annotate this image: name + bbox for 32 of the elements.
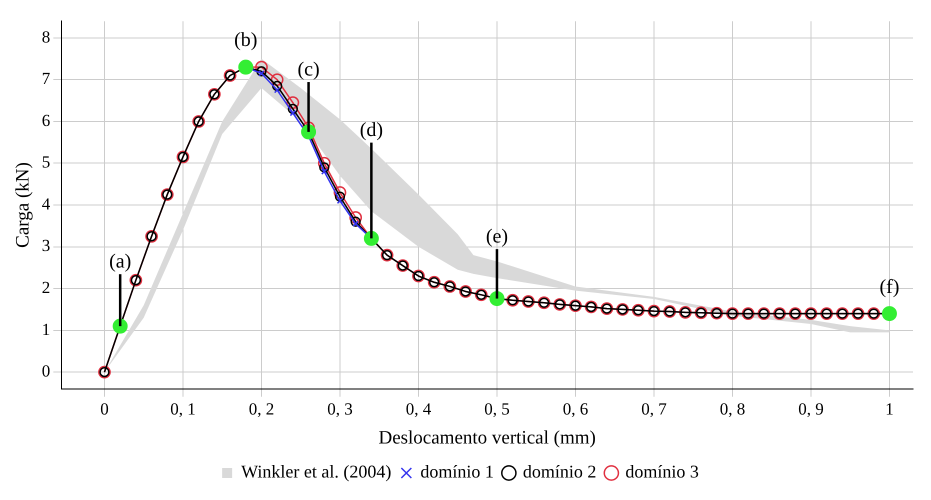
y-tick-label: 2 (42, 278, 50, 298)
x-tick-label: 0 (100, 399, 109, 418)
y-axis-title: Carga (kN) (12, 162, 34, 248)
x-tick-label: 0, 1 (170, 399, 196, 418)
x-tick-label: 0, 2 (248, 399, 274, 418)
x-tick-label: 0, 3 (327, 399, 353, 418)
annotation: (e) (486, 225, 508, 248)
y-tick-label: 0 (42, 362, 50, 381)
annotation: (a) (109, 250, 132, 272)
x-axis-title: Deslocamento vertical (mm) (378, 428, 596, 449)
annotation: (f) (879, 276, 900, 298)
legend-label: domínio 2 (522, 462, 596, 482)
y-tick-label: 1 (42, 320, 50, 339)
x-tick-label: 0, 7 (641, 399, 668, 418)
y-tick-label: 8 (42, 27, 50, 46)
x-tick-label: 1 (885, 399, 894, 418)
y-tick-label: 7 (42, 69, 51, 88)
x-tick-label: 0, 4 (406, 399, 432, 418)
x-tick-label: 0, 6 (562, 399, 588, 418)
legend-label: domínio 1 (420, 462, 494, 482)
y-tick-label: 4 (42, 194, 51, 214)
y-tick-label: 6 (42, 110, 50, 130)
annotation: (c) (297, 58, 320, 80)
y-tick-label: 5 (42, 152, 50, 172)
annotation: (b) (234, 29, 258, 52)
x-tick-label: 0, 5 (484, 399, 510, 418)
x-tick-label: 0, 8 (720, 399, 746, 418)
legend-label: domínio 3 (625, 462, 699, 482)
y-tick-label: 3 (42, 236, 50, 256)
x-tick-label: 0, 9 (798, 399, 824, 418)
annotation: (d) (360, 118, 384, 141)
legend-label: Winkler et al. (2004) (241, 462, 392, 482)
